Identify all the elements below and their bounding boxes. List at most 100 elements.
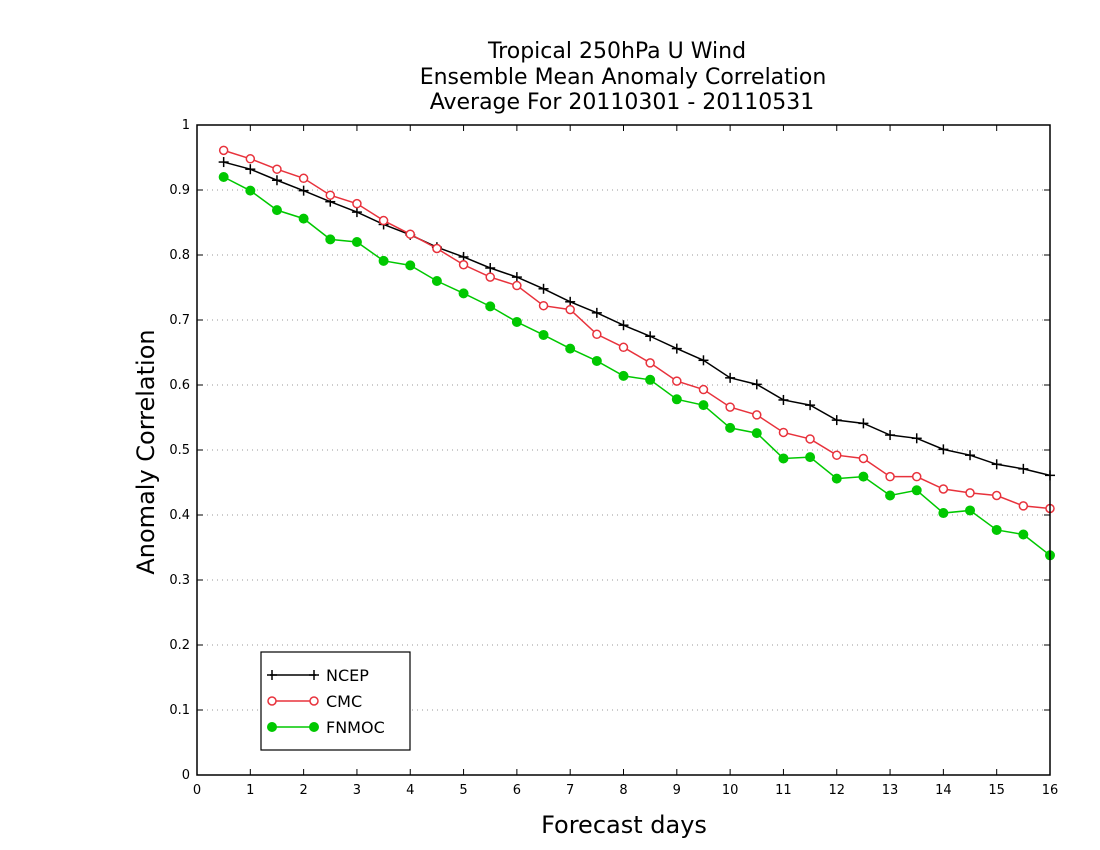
data-point-cmc: [218, 145, 229, 156]
data-point-fnmoc: [1018, 529, 1029, 540]
y-axis-label: Anomaly Correlation: [132, 329, 160, 574]
data-point-ncep: [725, 372, 736, 383]
data-point-fnmoc: [911, 485, 922, 496]
x-tick-label: 1: [246, 783, 254, 798]
data-point-ncep: [965, 450, 976, 461]
data-point-cmc: [832, 450, 842, 460]
data-point-fnmoc: [511, 316, 522, 327]
x-tick-label: 9: [673, 783, 681, 798]
data-point-fnmoc: [991, 524, 1002, 535]
data-point-ncep: [218, 157, 229, 168]
data-point-fnmoc: [325, 234, 336, 245]
legend-marker-cmc: [309, 696, 319, 706]
series-ncep: [218, 157, 1055, 481]
x-tick-label: 0: [193, 783, 201, 798]
data-point-ncep: [751, 379, 762, 390]
data-point-ncep: [991, 459, 1002, 470]
x-tick-label: 4: [406, 783, 414, 798]
series-line-cmc: [223, 149, 1051, 510]
data-point-ncep: [911, 433, 922, 444]
data-point-fnmoc: [565, 343, 576, 354]
data-point-fnmoc: [751, 428, 762, 439]
data-point-fnmoc: [618, 370, 629, 381]
legend-marker-ncep: [267, 670, 277, 680]
data-point-cmc: [272, 164, 282, 174]
axis-ticks: 00.10.20.30.40.50.60.70.80.910 1 2 3 4 5 6 7 8 9 1…: [169, 118, 1058, 798]
legend-marker-cmc: [267, 696, 277, 706]
data-point-ncep: [831, 415, 842, 426]
legend-marker-fnmoc: [309, 722, 319, 732]
y-tick-label: 1: [182, 118, 190, 133]
data-point-fnmoc: [218, 172, 229, 182]
data-point-fnmoc: [698, 400, 709, 411]
y-tick-label: 0.9: [169, 183, 190, 198]
data-point-ncep: [618, 320, 629, 331]
y-tick-label: 0.4: [169, 508, 190, 523]
data-point-cmc: [858, 453, 869, 464]
data-point-ncep: [298, 185, 309, 196]
data-point-cmc: [565, 304, 575, 315]
legend-label-cmc: CMC: [326, 692, 362, 711]
data-point-ncep: [351, 207, 362, 218]
data-point-cmc: [485, 272, 495, 282]
data-point-fnmoc: [431, 276, 442, 286]
data-point-cmc: [805, 434, 815, 444]
data-point-cmc: [991, 490, 1002, 501]
data-point-fnmoc: [458, 288, 469, 299]
data-point-cmc: [458, 260, 469, 270]
data-point-fnmoc: [858, 471, 869, 482]
data-point-cmc: [645, 358, 655, 368]
data-point-ncep: [671, 343, 682, 354]
y-tick-label: 0.6: [169, 378, 190, 393]
data-point-fnmoc: [378, 255, 389, 266]
data-point-ncep: [1018, 463, 1029, 474]
x-tick-label: 8: [619, 783, 627, 798]
chart-title-line-2: Ensemble Mean Anomaly Correlation: [420, 65, 827, 90]
x-tick-label: 7: [566, 783, 574, 798]
legend-item-cmc: CMC: [267, 692, 362, 711]
data-point-fnmoc: [271, 205, 282, 216]
grid-lines: [197, 189, 1050, 711]
x-tick-label: 3: [353, 783, 361, 798]
legend: NCEP CMC FNMOC: [260, 651, 411, 751]
y-tick-label: 0: [182, 768, 190, 783]
data-point-cmc: [885, 471, 895, 482]
y-tick-label: 0.7: [169, 313, 190, 328]
x-tick-label: 16: [1042, 783, 1059, 798]
data-point-fnmoc: [938, 508, 949, 519]
x-tick-label: 13: [882, 783, 899, 798]
data-point-fnmoc: [671, 394, 682, 405]
data-point-cmc: [965, 488, 975, 498]
series-line-fnmoc: [223, 176, 1051, 556]
x-tick-label: 10: [722, 783, 739, 798]
data-point-cmc: [698, 384, 709, 395]
x-tick-label: 14: [935, 783, 952, 798]
data-point-cmc: [432, 243, 442, 254]
y-tick-label: 0.5: [169, 443, 190, 458]
data-point-ncep: [271, 175, 282, 186]
series-line-ncep: [223, 161, 1051, 477]
data-point-fnmoc: [351, 237, 362, 247]
data-point-ncep: [485, 263, 496, 273]
data-point-cmc: [618, 342, 629, 353]
data-point-fnmoc: [725, 422, 736, 433]
x-tick-label: 5: [459, 783, 467, 798]
data-point-cmc: [352, 198, 362, 209]
data-point-cmc: [378, 215, 389, 226]
chart-title-line-3: Average For 20110301 - 20110531: [430, 90, 815, 115]
data-point-fnmoc: [405, 260, 416, 271]
y-tick-label: 0.2: [169, 638, 190, 653]
data-point-ncep: [698, 355, 709, 366]
y-tick-label: 0.3: [169, 573, 190, 588]
data-point-fnmoc: [485, 301, 496, 312]
y-tick-label: 0.1: [169, 703, 190, 718]
data-point-cmc: [538, 300, 549, 311]
data-point-cmc: [512, 280, 522, 291]
x-tick-label: 12: [828, 783, 845, 798]
legend-label-fnmoc: FNMOC: [326, 718, 385, 737]
data-point-cmc: [592, 329, 602, 340]
data-point-cmc: [405, 229, 415, 239]
legend-marker-ncep: [309, 670, 319, 680]
data-point-fnmoc: [831, 473, 842, 484]
data-point-ncep: [645, 331, 656, 342]
